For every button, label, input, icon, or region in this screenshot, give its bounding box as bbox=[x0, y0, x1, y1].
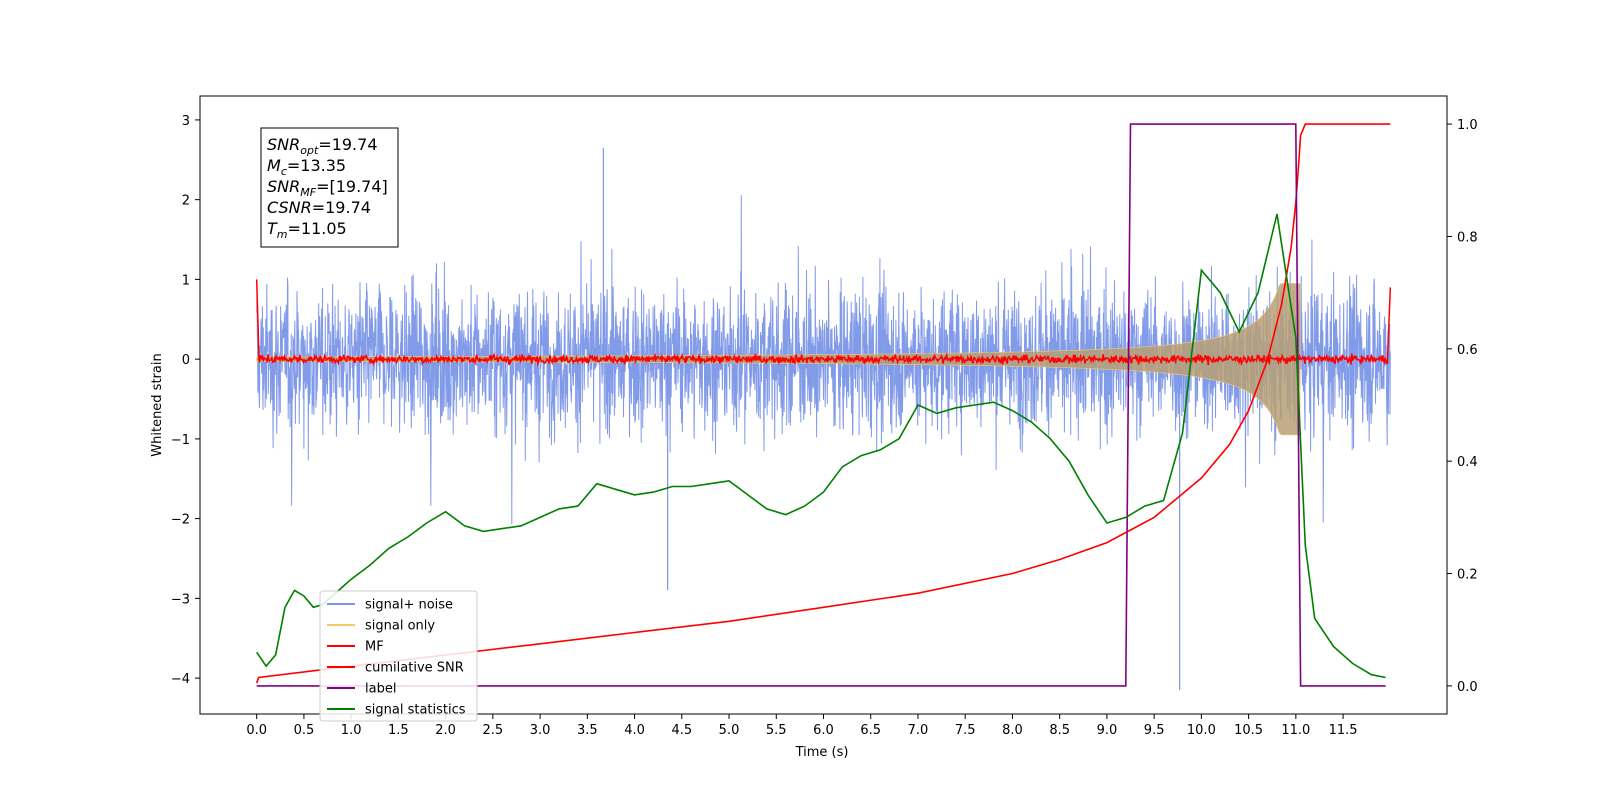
y-right-tick-label: 0.8 bbox=[1457, 230, 1478, 245]
annotation-line: CSNR=19.74 bbox=[267, 198, 371, 217]
x-tick-label: 9.0 bbox=[1097, 723, 1118, 738]
x-tick-label: 0.0 bbox=[246, 723, 267, 738]
y-axis-left: 3 2 1 0 −1 −2 −3 −4 bbox=[171, 114, 200, 687]
series-signal-statistics-line bbox=[256, 213, 1386, 679]
x-tick-label: 4.0 bbox=[624, 723, 645, 738]
x-tick-label: 11.5 bbox=[1329, 723, 1358, 738]
series-cumilative-snr-line bbox=[255, 123, 1391, 684]
y-left-tick-label: 0 bbox=[182, 353, 190, 368]
legend-label: signal+ noise bbox=[365, 598, 453, 613]
y-right-tick-label: 0.6 bbox=[1457, 343, 1478, 358]
x-tick-label: 2.0 bbox=[435, 723, 456, 738]
x-tick-label: 1.0 bbox=[341, 723, 362, 738]
x-tick-label: 3.0 bbox=[530, 723, 551, 738]
x-tick-label: 10.0 bbox=[1187, 723, 1216, 738]
y-left-tick-label: −1 bbox=[171, 433, 190, 448]
x-tick-label: 8.0 bbox=[1002, 723, 1023, 738]
y-left-tick-label: −4 bbox=[171, 672, 190, 687]
y-left-tick-label: −3 bbox=[171, 592, 190, 607]
x-tick-label: 6.0 bbox=[813, 723, 834, 738]
annotation-line: Mc=13.35 bbox=[267, 156, 346, 178]
x-tick-label: 2.5 bbox=[483, 723, 504, 738]
y-left-tick-label: 1 bbox=[182, 273, 190, 288]
x-tick-label: 6.5 bbox=[860, 723, 881, 738]
y-axis-left-label: Whitened strain bbox=[150, 353, 165, 456]
y-right-tick-label: 0.0 bbox=[1457, 680, 1478, 695]
x-tick-label: 5.0 bbox=[719, 723, 740, 738]
x-tick-label: 7.5 bbox=[955, 723, 976, 738]
annotation-line: Tm=11.05 bbox=[267, 219, 347, 241]
y-left-tick-label: 3 bbox=[182, 114, 190, 129]
x-tick-label: 9.5 bbox=[1144, 723, 1165, 738]
x-tick-label: 7.0 bbox=[908, 723, 929, 738]
stats-annotation-box: SNRopt=19.74Mc=13.35SNRMF=[19.74]CSNR=19… bbox=[260, 127, 399, 248]
y-right-tick-label: 0.4 bbox=[1457, 455, 1478, 470]
series-label-line bbox=[256, 123, 1386, 687]
legend-label: cumilative SNR bbox=[365, 661, 464, 676]
legend-label: MF bbox=[365, 640, 384, 655]
y-right-tick-label: 1.0 bbox=[1457, 118, 1478, 133]
legend-label: signal only bbox=[365, 619, 435, 634]
legend: signal+ noise signal only MF cumilative SNR… bbox=[319, 590, 478, 722]
matched-filter-layer bbox=[255, 279, 1392, 367]
legend-label: label bbox=[365, 682, 396, 697]
x-tick-label: 11.0 bbox=[1281, 723, 1310, 738]
x-tick-label: 0.5 bbox=[294, 723, 315, 738]
annotation-frame bbox=[260, 127, 399, 248]
legend-label: signal statistics bbox=[365, 703, 466, 718]
plot-area bbox=[255, 123, 1392, 691]
y-right-tick-label: 0.2 bbox=[1457, 568, 1478, 583]
x-tick-label: 1.5 bbox=[388, 723, 409, 738]
x-tick-label: 3.5 bbox=[577, 723, 598, 738]
annotation-line: SNRMF=[19.74] bbox=[267, 177, 388, 199]
annotation-line: SNRopt=19.74 bbox=[267, 135, 378, 157]
y-axis-right: 1.0 0.8 0.6 0.4 0.2 0.0 bbox=[1447, 118, 1478, 695]
x-tick-label: 5.5 bbox=[766, 723, 787, 738]
y-left-tick-label: −2 bbox=[171, 513, 190, 528]
x-tick-label: 4.5 bbox=[671, 723, 692, 738]
series-mf-line bbox=[255, 279, 1392, 367]
right-axis-series-layer bbox=[255, 123, 1391, 687]
x-axis-label: Time (s) bbox=[795, 745, 849, 760]
legend-frame bbox=[319, 590, 478, 722]
x-tick-label: 10.5 bbox=[1234, 723, 1263, 738]
y-left-tick-label: 2 bbox=[182, 194, 190, 209]
x-tick-label: 8.5 bbox=[1049, 723, 1070, 738]
x-axis: 0.0 0.5 1.0 1.5 2.0 2.5 3.0 3.5 4.0 4.5 5.0 5.5 6.0 6… bbox=[246, 714, 1358, 738]
